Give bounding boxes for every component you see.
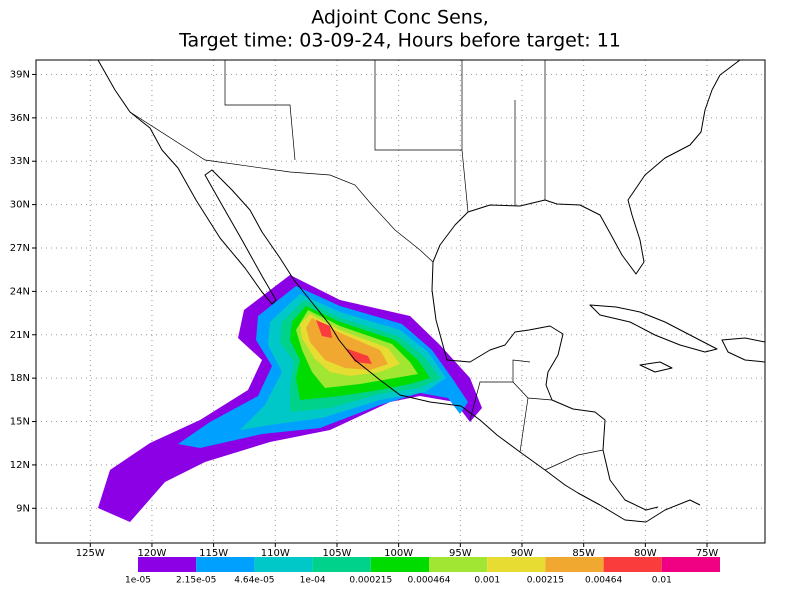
chart-subtitle: Target time: 03-09-24, Hours before targ…	[178, 30, 621, 52]
colorbar-label: 0.01	[652, 576, 672, 586]
colorbar-box	[545, 557, 604, 572]
colorbar-label: 0.00215	[527, 576, 564, 586]
colorbar: 1e-05 2.15e-05 4.64e-05 1e-04 0.000215 0.0004…	[125, 557, 720, 586]
field	[98, 275, 482, 522]
colorbar-label: 0.000464	[408, 576, 451, 586]
y-tick-label: 24N	[10, 286, 30, 297]
x-tick-label: 75W	[696, 548, 719, 559]
x-tick-label: 95W	[449, 548, 472, 559]
colorbar-box	[487, 557, 546, 572]
x-tick-label: 85W	[572, 548, 595, 559]
y-tick-label: 12N	[10, 460, 30, 471]
colorbar-label: 4.64e-05	[234, 576, 274, 586]
y-tick-label: 18N	[10, 373, 30, 384]
colorbar-box	[661, 557, 720, 572]
x-tick-label: 115W	[199, 548, 228, 559]
x-tick-label: 125W	[76, 548, 105, 559]
colorbar-box	[196, 557, 255, 572]
y-tick-label: 33N	[10, 156, 30, 167]
coastlines	[97, 60, 765, 523]
colorbar-label: 1e-05	[125, 576, 151, 586]
y-tick-label: 30N	[10, 200, 30, 211]
colorbar-box	[138, 557, 197, 572]
colorbar-box	[370, 557, 429, 572]
x-tick-label: 105W	[322, 548, 351, 559]
grid	[36, 60, 765, 543]
x-tick-label: 90W	[511, 548, 534, 559]
y-tick-label: 39N	[10, 69, 30, 80]
y-tick-label: 9N	[16, 503, 30, 514]
y-tick-label: 36N	[10, 113, 30, 124]
colorbar-label: 1e-04	[300, 576, 326, 586]
x-tick-label: 80W	[634, 548, 657, 559]
colorbar-label: 2.15e-05	[176, 576, 216, 586]
colorbar-box	[429, 557, 488, 572]
colorbar-box	[603, 557, 662, 572]
chart-title: Adjoint Conc Sens,	[311, 7, 489, 29]
colorbar-label: 0.000215	[349, 576, 392, 586]
y-tick-label: 27N	[10, 243, 30, 254]
y-tick-label: 21N	[10, 330, 30, 341]
x-tick-label: 120W	[137, 548, 166, 559]
x-tick-label: 110W	[261, 548, 290, 559]
y-tick-label: 15N	[10, 417, 30, 428]
x-tick-label: 100W	[384, 548, 413, 559]
map-frame	[35, 59, 766, 544]
colorbar-label: 0.00464	[585, 576, 622, 586]
colorbar-label: 0.001	[474, 576, 500, 586]
colorbar-box	[312, 557, 371, 572]
colorbar-box	[254, 557, 313, 572]
